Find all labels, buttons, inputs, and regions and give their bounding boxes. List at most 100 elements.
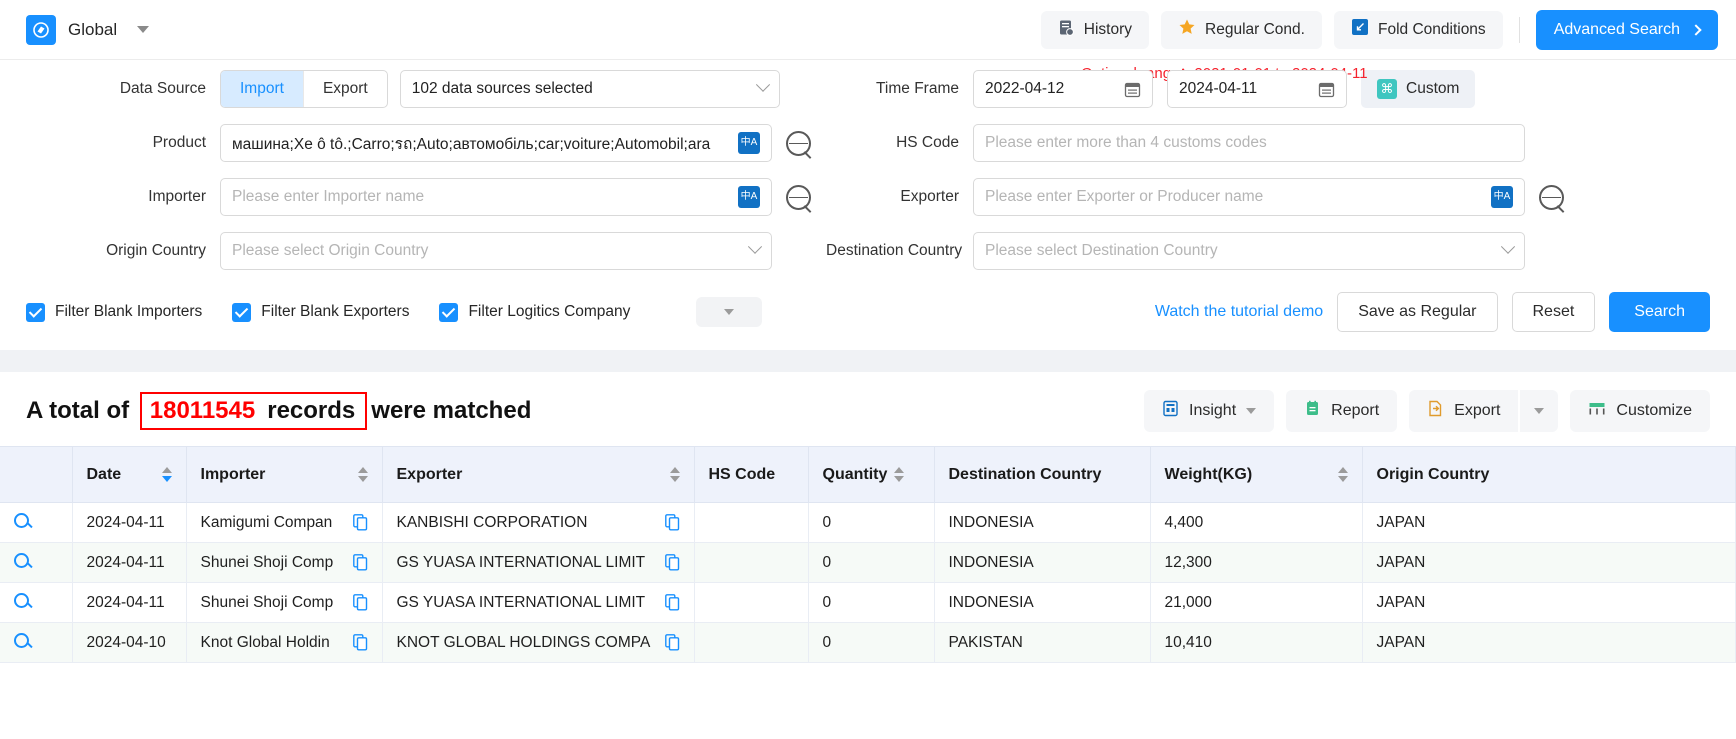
- column-quantity[interactable]: Quantity: [808, 446, 935, 503]
- time-frame-group: Optional range：2021-01-01 to 2024-04-11 …: [826, 65, 1710, 108]
- product-search-scope-icon[interactable]: [786, 130, 811, 156]
- sort-descending-icon: [669, 476, 680, 482]
- sort-ascending-icon: [357, 467, 368, 473]
- data-sources-select[interactable]: 102 data sources selected: [399, 70, 780, 108]
- product-input[interactable]: машина;Xe ô tô.;Carro;รถ;Auto;автомобіль…: [220, 124, 772, 162]
- column-importer[interactable]: Importer: [186, 446, 383, 503]
- sort-toggle-weight[interactable]: [1337, 467, 1348, 482]
- cell-hs-code: [694, 582, 809, 623]
- end-date-input[interactable]: 2024-04-11: [1167, 70, 1347, 108]
- sort-toggle-exporter[interactable]: [669, 467, 680, 482]
- search-detail-icon[interactable]: [14, 552, 29, 568]
- exporter-input[interactable]: Please enter Exporter or Producer name 中…: [973, 178, 1525, 216]
- export-button[interactable]: Export: [1409, 390, 1519, 432]
- results-table: Date Importer Export: [0, 446, 1736, 663]
- copy-icon[interactable]: [352, 634, 368, 651]
- copy-icon[interactable]: [664, 554, 680, 571]
- custom-label: Custom: [1406, 80, 1460, 97]
- column-weight[interactable]: Weight(KG): [1150, 446, 1363, 503]
- save-as-regular-button[interactable]: Save as Regular: [1337, 292, 1498, 332]
- import-tab[interactable]: Import: [221, 71, 303, 107]
- copy-icon[interactable]: [664, 514, 680, 531]
- reset-button[interactable]: Reset: [1511, 292, 1596, 332]
- form-row-3: Importer Please enter Importer name 中A E…: [26, 178, 1710, 216]
- history-icon: [1058, 19, 1075, 41]
- sort-toggle-importer[interactable]: [357, 467, 368, 482]
- sort-toggle-quantity[interactable]: [894, 467, 905, 482]
- filter-logistics-company-checkbox[interactable]: Filter Logitics Company: [439, 302, 631, 322]
- cell-quantity: 0: [808, 502, 935, 543]
- regular-cond-label: Regular Cond.: [1205, 20, 1305, 38]
- filter-logistics-company-label: Filter Logitics Company: [468, 303, 631, 320]
- translate-icon[interactable]: 中A: [738, 186, 760, 208]
- origin-country-group: Origin Country Please select Origin Coun…: [26, 232, 826, 270]
- search-detail-icon[interactable]: [14, 632, 29, 648]
- custom-range-button[interactable]: ⌘ Custom: [1361, 70, 1476, 108]
- row-detail-cell[interactable]: [0, 582, 73, 623]
- results-total: A total of 18011545 records were matched: [26, 392, 531, 430]
- column-exporter-label: Exporter: [396, 465, 463, 483]
- chevron-down-icon[interactable]: [137, 26, 150, 33]
- filter-blank-importers-checkbox[interactable]: Filter Blank Importers: [26, 302, 202, 322]
- importer-placeholder: Please enter Importer name: [232, 188, 425, 205]
- importer-input[interactable]: Please enter Importer name 中A: [220, 178, 772, 216]
- export-tab[interactable]: Export: [302, 71, 387, 107]
- column-exporter[interactable]: Exporter: [382, 446, 695, 503]
- destination-country-select[interactable]: Please select Destination Country: [973, 232, 1525, 270]
- brand-selector[interactable]: Global: [26, 14, 150, 45]
- column-date[interactable]: Date: [72, 446, 187, 503]
- cell-date: 2024-04-11: [72, 502, 187, 543]
- importer-search-scope-icon[interactable]: [786, 184, 811, 210]
- results-unit: records: [267, 397, 356, 424]
- cell-origin: JAPAN: [1362, 502, 1736, 543]
- table-row[interactable]: 2024-04-10 Knot Global Holdin KNOT GLOBA…: [0, 622, 1736, 663]
- export-dropdown-button[interactable]: [1520, 390, 1559, 432]
- search-detail-icon[interactable]: [14, 592, 29, 608]
- cell-date: 2024-04-11: [72, 582, 187, 623]
- translate-icon[interactable]: 中A: [1491, 186, 1513, 208]
- table-row[interactable]: 2024-04-11 Kamigumi Compan KANBISHI CORP…: [0, 502, 1736, 543]
- checkbox-checked-icon: [232, 302, 252, 322]
- search-button[interactable]: Search: [1609, 292, 1710, 332]
- row-detail-cell[interactable]: [0, 622, 73, 663]
- customize-button[interactable]: Customize: [1570, 390, 1710, 432]
- cell-hs-code: [694, 622, 809, 663]
- cell-weight: 12,300: [1150, 542, 1363, 583]
- table-row[interactable]: 2024-04-11 Shunei Shoji Comp GS YUASA IN…: [0, 542, 1736, 583]
- cell-exporter: KNOT GLOBAL HOLDINGS COMPA: [382, 622, 695, 663]
- row-detail-cell[interactable]: [0, 542, 73, 583]
- table-row[interactable]: 2024-04-11 Shunei Shoji Comp GS YUASA IN…: [0, 582, 1736, 623]
- history-button[interactable]: History: [1040, 10, 1150, 49]
- search-detail-icon[interactable]: [14, 512, 29, 528]
- row-detail-cell[interactable]: [0, 502, 73, 543]
- hs-code-input[interactable]: Please enter more than 4 customs codes: [973, 124, 1525, 162]
- tutorial-demo-link[interactable]: Watch the tutorial demo: [1154, 303, 1324, 320]
- copy-icon[interactable]: [664, 594, 680, 611]
- origin-country-select[interactable]: Please select Origin Country: [220, 232, 772, 270]
- exporter-search-scope-icon[interactable]: [1539, 184, 1564, 210]
- product-label: Product: [152, 134, 206, 151]
- regular-cond-button[interactable]: Regular Cond.: [1161, 10, 1322, 49]
- copy-icon[interactable]: [352, 554, 368, 571]
- fold-conditions-button[interactable]: Fold Conditions: [1333, 10, 1503, 49]
- cell-weight: 4,400: [1150, 502, 1363, 543]
- results-prefix: A total of: [26, 397, 130, 424]
- translate-icon[interactable]: 中A: [738, 132, 760, 154]
- copy-icon[interactable]: [352, 594, 368, 611]
- advanced-search-button[interactable]: Advanced Search: [1535, 9, 1718, 50]
- top-bar-actions: History Regular Cond. Fold Conditions Ad…: [1040, 9, 1718, 50]
- sort-toggle-date[interactable]: [161, 467, 172, 482]
- globe-logo-icon: [26, 14, 56, 45]
- start-date-input[interactable]: 2022-04-12: [973, 70, 1153, 108]
- insight-button[interactable]: Insight: [1144, 390, 1275, 432]
- report-button[interactable]: Report: [1286, 390, 1398, 432]
- copy-icon[interactable]: [352, 514, 368, 531]
- copy-icon[interactable]: [664, 634, 680, 651]
- cell-destination: INDONESIA: [934, 582, 1151, 623]
- import-export-toggle[interactable]: Import Export: [220, 70, 388, 108]
- sort-descending-icon: [894, 476, 905, 482]
- cell-importer-text: Knot Global Holdin: [200, 633, 330, 651]
- expand-filters-toggle[interactable]: [696, 297, 763, 327]
- filter-blank-exporters-checkbox[interactable]: Filter Blank Exporters: [232, 302, 409, 322]
- table-head: Date Importer Export: [0, 446, 1736, 503]
